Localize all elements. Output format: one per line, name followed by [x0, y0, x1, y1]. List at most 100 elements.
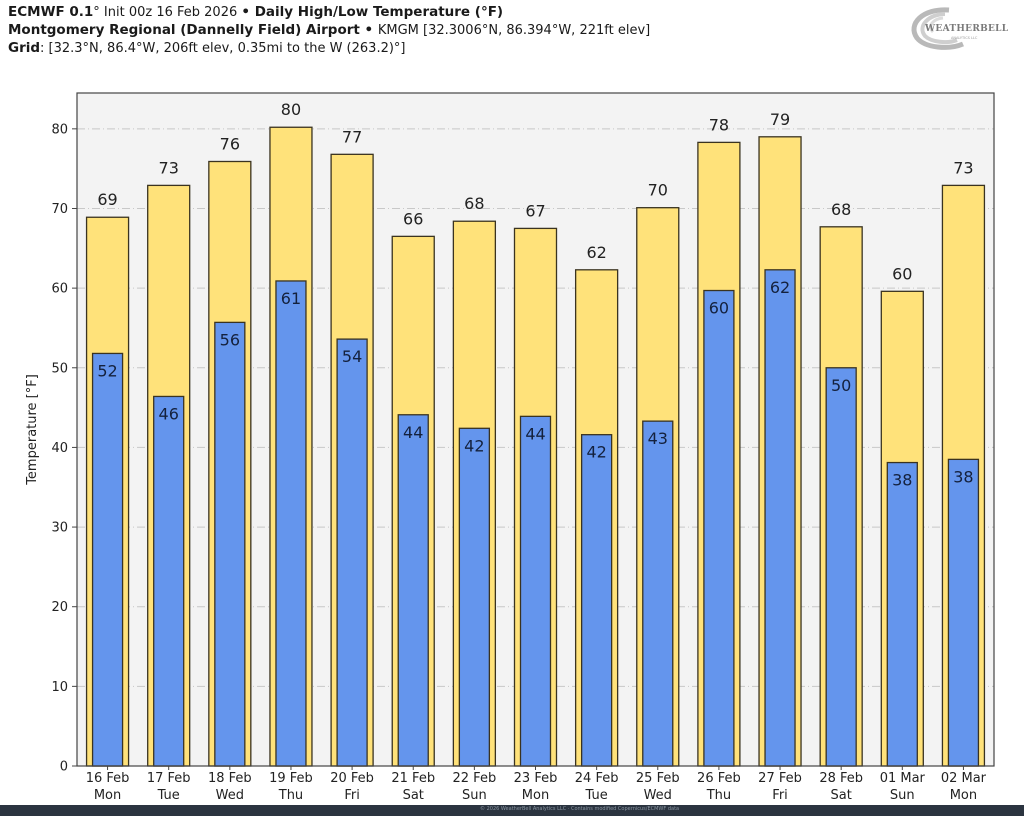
x-tick-label-date: 26 Feb [697, 771, 741, 786]
weatherbell-logo: WEATHERBELL ANALYTICS LLC [903, 4, 1008, 52]
low-data-label: 62 [770, 278, 790, 297]
x-tick-label-date: 27 Feb [758, 771, 802, 786]
low-bar [886, 461, 918, 767]
x-tick-label-day: Sun [890, 788, 915, 803]
y-tick-label: 0 [60, 760, 68, 775]
low-data-label: 38 [892, 471, 912, 490]
y-tick-label: 20 [51, 600, 68, 615]
station-details: KMGM [32.3006°N, 86.394°W, 221ft elev] [377, 23, 651, 38]
y-tick-label: 60 [51, 282, 68, 297]
x-tick-label-day: Sat [831, 788, 852, 803]
x-tick-label-day: Thu [706, 788, 731, 803]
low-bar [275, 280, 307, 767]
grid-details: : [32.3°N, 86.4°W, 206ft elev, 0.35mi to… [40, 41, 406, 56]
footer-credit: © 2026 WeatherBell Analytics LLC · Conta… [480, 806, 680, 812]
x-tick-label-day: Fri [772, 788, 788, 803]
x-tick-label-date: 02 Mar [941, 771, 987, 786]
bars: 69 52 73 46 76 56 80 61 77 54 66 44 68 42 67 44 62 42 70 43… [85, 100, 986, 767]
x-tick-label-day: Mon [94, 788, 121, 803]
station-name: Montgomery Regional (Dannelly Field) Air… [8, 22, 360, 38]
low-bar [153, 395, 185, 767]
init-time: Init 00z 16 Feb 2026 [99, 5, 242, 20]
high-data-label: 77 [342, 127, 362, 146]
x-tick-label-date: 22 Feb [453, 771, 497, 786]
high-data-label: 68 [831, 200, 851, 219]
x-tick-label-date: 25 Feb [636, 771, 680, 786]
x-tick-label-day: Fri [344, 788, 360, 803]
y-tick-label: 30 [51, 521, 68, 536]
low-data-label: 44 [525, 424, 545, 443]
separator: • [359, 22, 378, 38]
low-data-label: 61 [281, 289, 301, 308]
y-tick-label: 10 [51, 680, 68, 695]
low-bar [214, 321, 246, 767]
low-bar [91, 352, 124, 767]
separator: • [241, 4, 251, 20]
y-axis: 0 10 20 30 40 50 60 70 80 [51, 122, 77, 775]
x-tick-label-date: 19 Feb [269, 771, 313, 786]
high-data-label: 62 [586, 243, 606, 262]
low-bar [336, 338, 368, 767]
x-tick-label-date: 20 Feb [330, 771, 374, 786]
x-tick-label-day: Sun [462, 788, 487, 803]
x-tick-label-date: 28 Feb [819, 771, 863, 786]
x-tick-label-date: 16 Feb [86, 771, 130, 786]
low-data-label: 60 [709, 299, 729, 318]
high-data-label: 79 [770, 110, 790, 129]
x-tick-label-day: Tue [157, 788, 180, 803]
low-data-label: 56 [220, 330, 240, 349]
low-bar [519, 415, 552, 767]
model-name: ECMWF 0.1 [8, 4, 94, 20]
x-tick-label-day: Tue [585, 788, 608, 803]
x-tick-label-date: 21 Feb [391, 771, 435, 786]
header-line-station: Montgomery Regional (Dannelly Field) Air… [8, 21, 650, 40]
header-line-model: ECMWF 0.1° Init 00z 16 Feb 2026 • Daily … [8, 3, 503, 22]
x-tick-label-day: Thu [278, 788, 303, 803]
x-tick-label-day: Wed [216, 788, 244, 803]
grid-label: Grid [8, 40, 41, 56]
header-line-grid: Grid: [32.3°N, 86.4°W, 206ft elev, 0.35m… [8, 39, 406, 58]
x-tick-label-date: 23 Feb [514, 771, 558, 786]
low-bar [947, 458, 980, 767]
y-tick-label: 70 [51, 202, 68, 217]
x-tick-label-day: Mon [522, 788, 549, 803]
product-title: Daily High/Low Temperature (°F) [250, 4, 504, 20]
logo-subtext: ANALYTICS LLC [951, 36, 978, 40]
low-data-label: 42 [464, 436, 484, 455]
high-data-label: 76 [220, 134, 240, 153]
high-data-label: 78 [709, 115, 729, 134]
x-tick-label-day: Sat [403, 788, 424, 803]
high-data-label: 60 [892, 264, 912, 283]
low-bar [764, 269, 796, 767]
low-bar [580, 434, 613, 767]
low-data-label: 54 [342, 347, 362, 366]
high-data-label: 66 [403, 209, 423, 228]
high-data-label: 73 [953, 158, 973, 177]
x-axis: 16 Feb Mon 17 Feb Tue 18 Feb Wed 19 Feb Thu 20 F… [86, 766, 987, 803]
x-tick-label-day: Mon [950, 788, 977, 803]
low-data-label: 50 [831, 376, 851, 395]
x-tick-label-date: 01 Mar [880, 771, 926, 786]
low-data-label: 38 [953, 467, 973, 486]
low-bar [642, 420, 674, 767]
plot-frame [76, 92, 995, 767]
x-tick-label-date: 24 Feb [575, 771, 619, 786]
logo-text: WEATHERBELL [925, 24, 1009, 34]
low-bar [825, 367, 857, 767]
high-data-label: 70 [648, 181, 668, 200]
y-tick-label: 40 [51, 441, 68, 456]
high-data-label: 68 [464, 194, 484, 213]
low-data-label: 42 [586, 443, 606, 462]
low-bar [397, 414, 429, 767]
low-data-label: 43 [648, 429, 668, 448]
swirl-icon [911, 7, 964, 50]
low-data-label: 46 [159, 404, 179, 423]
high-data-label: 80 [281, 100, 301, 119]
x-tick-label-date: 18 Feb [208, 771, 252, 786]
y-tick-label: 80 [51, 122, 68, 137]
high-data-label: 69 [97, 190, 117, 209]
bottom-strip [0, 805, 1024, 816]
high-data-label: 73 [159, 158, 179, 177]
high-data-label: 67 [525, 201, 545, 220]
